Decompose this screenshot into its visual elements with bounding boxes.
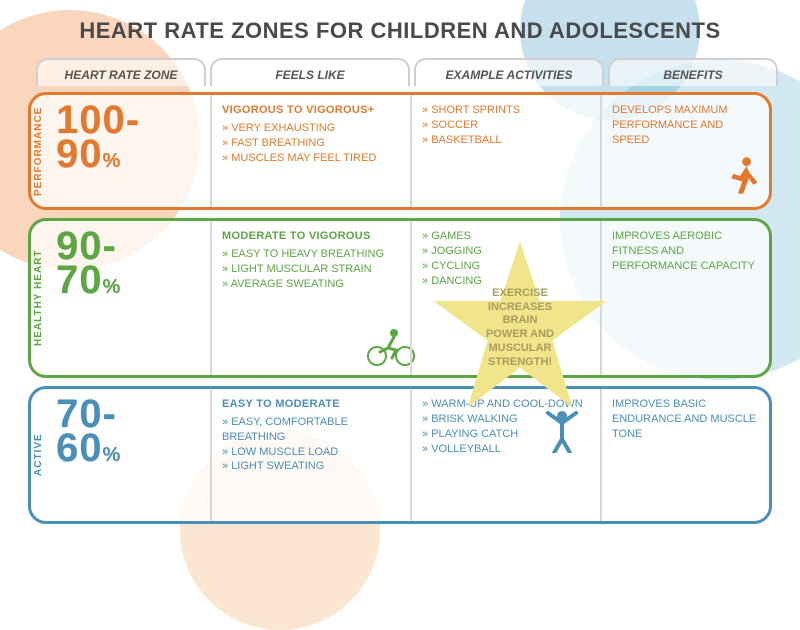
feels-cell: EASY TO MODERATE EASY, COMFORTABLE BREAT… xyxy=(210,389,410,521)
feels-title: MODERATE TO VIGOROUS xyxy=(222,229,400,244)
feels-title: EASY TO MODERATE xyxy=(222,397,400,412)
activity-item: SHORT SPRINTS xyxy=(422,103,590,118)
feels-item: EASY TO HEAVY BREATHING xyxy=(222,247,400,262)
star-text: EXERCISE INCREASES BRAIN POWER AND MUSCU… xyxy=(430,238,610,418)
zone-label: PERFORMANCE xyxy=(31,95,46,207)
zone-row: HEALTHY HEART 90-70% MODERATE TO VIGOROU… xyxy=(28,218,772,378)
feels-item: AVERAGE SWEATING xyxy=(222,277,400,292)
feels-item: EASY, COMFORTABLE BREATHING xyxy=(222,415,400,445)
header-zone: HEART RATE ZONE xyxy=(36,58,206,86)
range-cell: 100-90% xyxy=(46,95,210,207)
feels-title: VIGOROUS TO VIGOROUS+ xyxy=(222,103,400,118)
feels-cell: VIGOROUS TO VIGOROUS+ VERY EXHAUSTINGFAS… xyxy=(210,95,410,207)
feels-item: LIGHT SWEATING xyxy=(222,459,400,474)
benefits-cell: DEVELOPS MAXIMUM PERFORMANCE AND SPEED xyxy=(600,95,770,207)
cyclist-icon xyxy=(366,326,416,371)
feels-item: LIGHT MUSCULAR STRAIN xyxy=(222,262,400,277)
feels-item: MUSCLES MAY FEEL TIRED xyxy=(222,151,400,166)
zone-label: HEALTHY HEART xyxy=(31,221,46,375)
zone-row: PERFORMANCE 100-90% VIGOROUS TO VIGOROUS… xyxy=(28,92,772,210)
range-cell: 90-70% xyxy=(46,221,210,375)
zone-label: ACTIVE xyxy=(31,389,46,521)
zone-row: ACTIVE 70-60% EASY TO MODERATE EASY, COM… xyxy=(28,386,772,524)
feels-item: VERY EXHAUSTING xyxy=(222,121,400,136)
feels-cell: MODERATE TO VIGOROUS EASY TO HEAVY BREAT… xyxy=(210,221,410,375)
range-percent: 90-70% xyxy=(56,229,200,297)
benefits-text: IMPROVES AEROBIC FITNESS AND PERFORMANCE… xyxy=(612,229,760,274)
benefits-text: IMPROVES BASIC ENDURANCE AND MUSCLE TONE xyxy=(612,397,760,442)
feels-item: FAST BREATHING xyxy=(222,136,400,151)
benefits-cell: IMPROVES AEROBIC FITNESS AND PERFORMANCE… xyxy=(600,221,770,375)
activities-cell: SHORT SPRINTSSOCCERBASKETBALL xyxy=(410,95,600,207)
star-callout: EXERCISE INCREASES BRAIN POWER AND MUSCU… xyxy=(430,238,610,418)
activity-item: SOCCER xyxy=(422,118,590,133)
range-cell: 70-60% xyxy=(46,389,210,521)
header-feels: FEELS LIKE xyxy=(210,58,410,86)
activity-item: BASKETBALL xyxy=(422,133,590,148)
feels-item: LOW MUSCLE LOAD xyxy=(222,445,400,460)
page-title: HEART RATE ZONES FOR CHILDREN AND ADOLES… xyxy=(28,18,772,44)
column-headers: HEART RATE ZONE FEELS LIKE EXAMPLE ACTIV… xyxy=(28,58,772,86)
range-percent: 100-90% xyxy=(56,103,200,171)
header-benefits: BENEFITS xyxy=(608,58,778,86)
benefits-cell: IMPROVES BASIC ENDURANCE AND MUSCLE TONE xyxy=(600,389,770,521)
range-percent: 70-60% xyxy=(56,397,200,465)
runner-icon xyxy=(718,154,762,203)
header-activities: EXAMPLE ACTIVITIES xyxy=(414,58,604,86)
benefits-text: DEVELOPS MAXIMUM PERFORMANCE AND SPEED xyxy=(612,103,760,148)
